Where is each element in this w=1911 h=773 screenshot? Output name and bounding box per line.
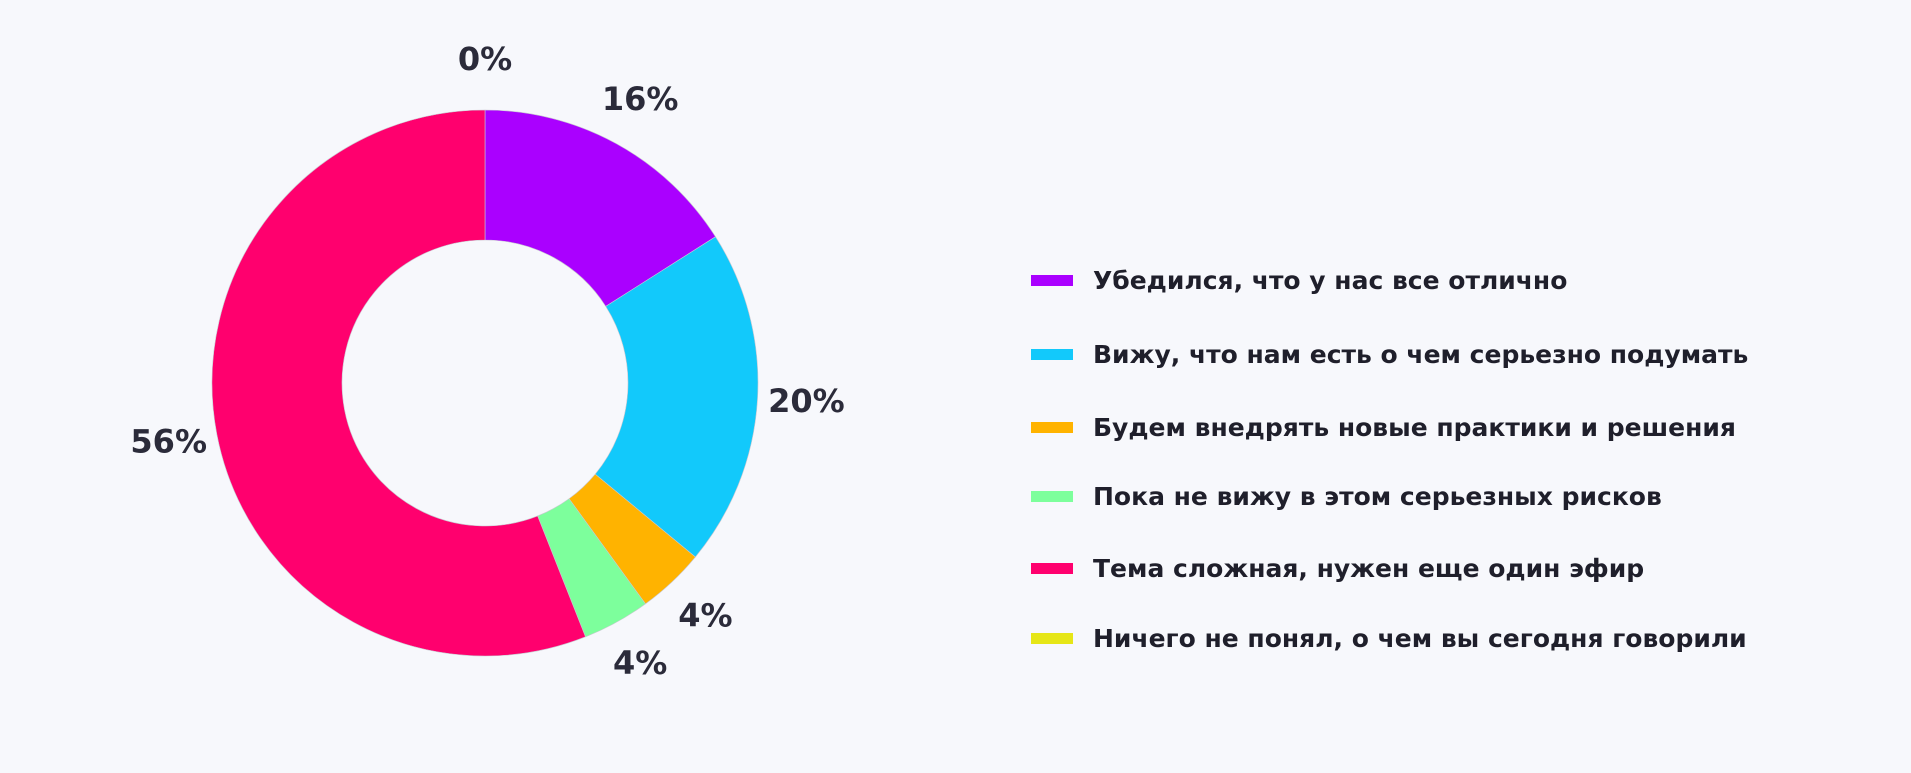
donut-slice bbox=[594, 236, 759, 558]
donut-slice bbox=[211, 109, 586, 657]
legend-item: Будем внедрять новые практики и решения bbox=[1031, 409, 1736, 445]
legend-item: Вижу, что нам есть о чем серьезно подума… bbox=[1031, 336, 1748, 372]
slice-value-label: 0% bbox=[458, 40, 512, 78]
legend-item: Убедился, что у нас все отлично bbox=[1031, 262, 1567, 298]
legend-label: Пока не вижу в этом серьезных рисков bbox=[1093, 481, 1662, 511]
slice-value-label: 56% bbox=[130, 422, 207, 460]
donut-slice bbox=[484, 109, 716, 307]
donut-chart: 16% 20% 4% 4% 56% 0% bbox=[130, 40, 845, 682]
legend-label: Вижу, что нам есть о чем серьезно подума… bbox=[1093, 339, 1749, 369]
legend-label: Ничего не понял, о чем вы сегодня говори… bbox=[1093, 623, 1747, 653]
legend-label: Убедился, что у нас все отлично bbox=[1093, 265, 1568, 295]
legend-swatch bbox=[1031, 632, 1073, 644]
slice-value-label: 4% bbox=[613, 644, 667, 682]
slice-value-label: 16% bbox=[602, 80, 679, 118]
legend-item: Ничего не понял, о чем вы сегодня говори… bbox=[1031, 620, 1747, 656]
legend-swatch bbox=[1031, 348, 1073, 360]
legend-label: Будем внедрять новые практики и решения bbox=[1093, 412, 1736, 442]
legend-swatch bbox=[1031, 421, 1073, 433]
legend-swatch bbox=[1031, 490, 1073, 502]
legend-item: Пока не вижу в этом серьезных рисков bbox=[1031, 478, 1662, 514]
slice-value-label: 20% bbox=[768, 382, 845, 420]
slice-value-label: 4% bbox=[678, 597, 732, 635]
legend-label: Тема сложная, нужен еще один эфир bbox=[1093, 553, 1645, 583]
legend-swatch bbox=[1031, 274, 1073, 286]
legend-item: Тема сложная, нужен еще один эфир bbox=[1031, 550, 1644, 586]
legend-swatch bbox=[1031, 562, 1073, 574]
